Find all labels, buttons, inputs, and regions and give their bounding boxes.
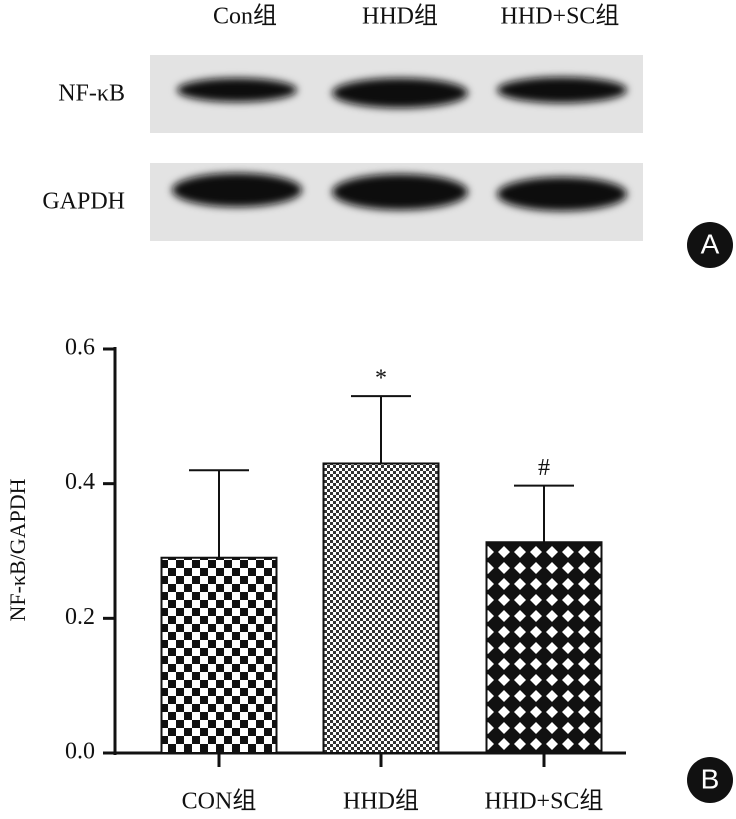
bar xyxy=(485,541,603,754)
panel-letter: A xyxy=(701,228,720,259)
panel-badge xyxy=(687,222,733,268)
blot-column-label: HHD组 xyxy=(362,3,438,30)
blot-column-label: HHD+SC组 xyxy=(501,3,620,30)
blot-row-label: NF-κB xyxy=(58,81,125,107)
y-tick-label: 0.2 xyxy=(65,604,95,630)
y-tick-label: 0.4 xyxy=(65,469,95,495)
y-tick-label: 0.6 xyxy=(65,335,95,361)
blot-row-label: GAPDH xyxy=(42,189,125,215)
y-tick-label: 0.0 xyxy=(65,739,95,765)
x-tick-label: HHD组 xyxy=(343,788,419,815)
bar xyxy=(160,556,278,754)
blot-bands xyxy=(172,77,627,211)
significance-mark: * xyxy=(375,366,387,392)
y-axis-title: NF-κB/GAPDH xyxy=(5,478,30,621)
panel-badge xyxy=(687,757,733,803)
x-tick-label: CON组 xyxy=(182,788,257,815)
x-tick-label: HHD+SC组 xyxy=(485,788,604,815)
bar xyxy=(322,462,440,754)
panel-letter: B xyxy=(701,763,720,794)
blot: Con组 HHD组 HHD+SC组 NF-κB GAPDH A xyxy=(42,3,733,268)
blot-column-label: Con组 xyxy=(213,3,277,30)
significance-mark: # xyxy=(538,455,550,481)
